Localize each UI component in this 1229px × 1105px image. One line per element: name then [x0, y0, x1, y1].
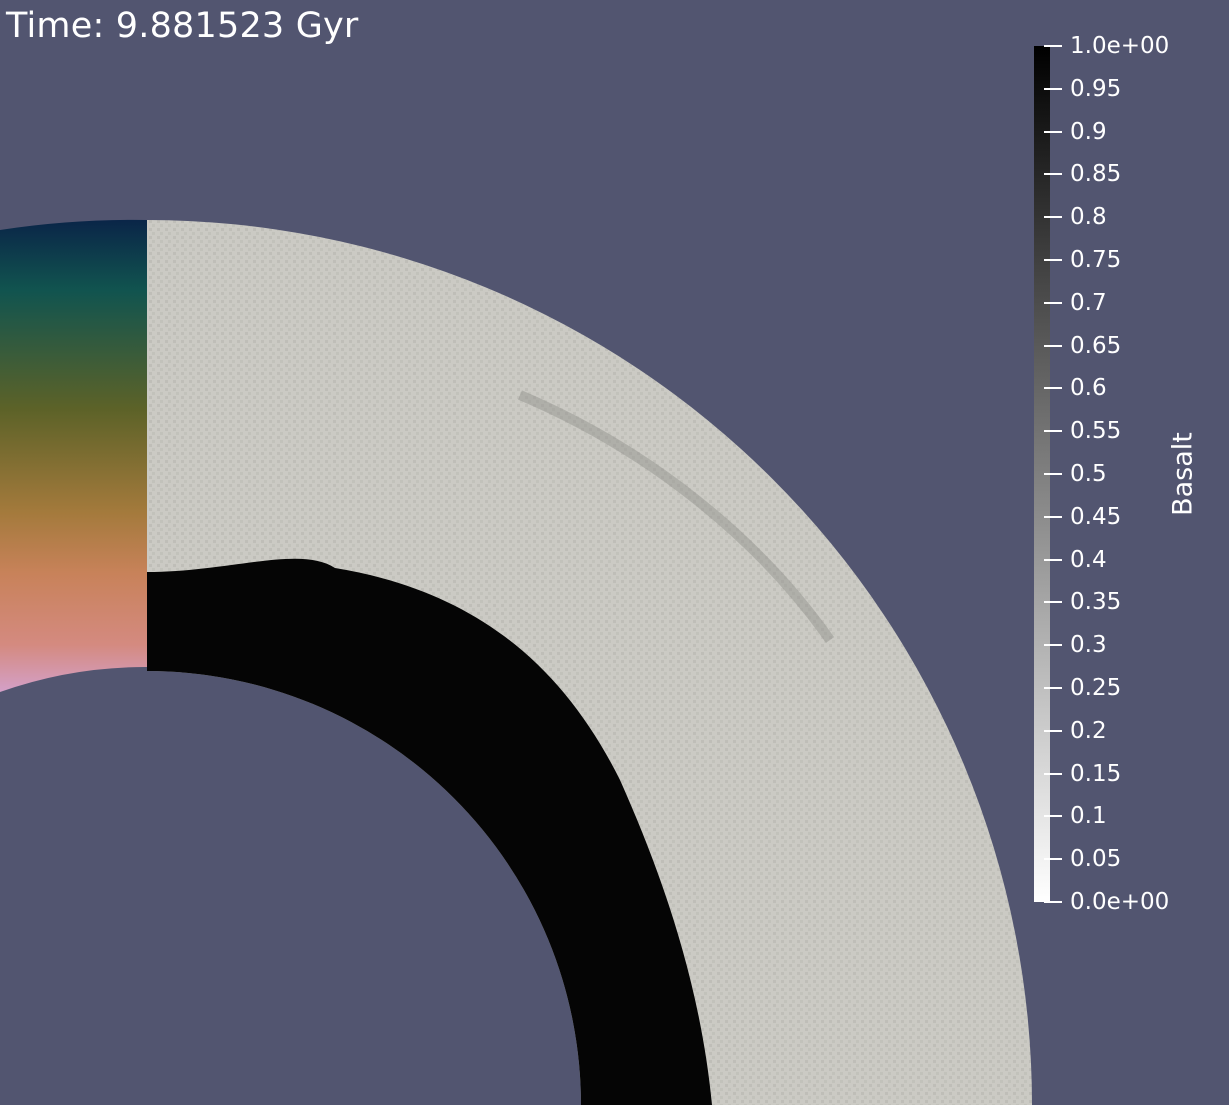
colorbar-tick-label: 1.0e+00: [1070, 33, 1170, 59]
colorbar-tick-label: 0.9: [1070, 118, 1107, 145]
colorbar-tick-label: 0.55: [1070, 418, 1122, 445]
colorbar-tick-label: 0.0e+00: [1070, 889, 1170, 915]
colorbar-tick-label: 0.95: [1070, 75, 1122, 102]
depth-strip: [0, 219, 147, 693]
colorbar-tick-mark: [1044, 473, 1062, 475]
colorbar-tick-mark: [1044, 259, 1062, 261]
time-label: Time: 9.881523 Gyr: [6, 6, 359, 46]
colorbar-tick-label: 0.6: [1070, 375, 1107, 402]
colorbar-tick-label: 0.15: [1070, 760, 1122, 787]
colorbar-tick-label: 0.1: [1070, 803, 1107, 830]
colorbar-tick-mark: [1044, 430, 1062, 433]
colorbar-tick-label: 0.65: [1070, 332, 1122, 359]
colorbar-title: Basalt: [1167, 432, 1199, 516]
colorbar-tick-mark: [1044, 815, 1062, 818]
colorbar-tick-label: 0.3: [1070, 632, 1107, 659]
colorbar-tick-label: 0.2: [1070, 717, 1107, 744]
colorbar-tick-mark: [1044, 344, 1062, 347]
colorbar-tick-mark: [1044, 216, 1062, 219]
colorbar-tick-mark: [1044, 173, 1062, 176]
colorbar-tick-label: 0.75: [1070, 247, 1122, 273]
colorbar-tick-label: 0.85: [1070, 161, 1122, 188]
colorbar-tick-mark: [1044, 644, 1062, 647]
colorbar-tick-mark: [1044, 687, 1062, 689]
colorbar-tick-mark: [1044, 729, 1062, 732]
colorbar-tick-label: 0.8: [1070, 204, 1107, 231]
basalt-layer: [147, 558, 712, 1105]
colorbar-tick-mark: [1044, 858, 1062, 861]
colorbar-tick-mark: [1044, 601, 1062, 604]
mantle-gray-band: [518, 390, 835, 643]
colorbar-tick-mark: [1044, 45, 1062, 47]
colorbar-tick-label: 0.7: [1070, 289, 1107, 316]
colorbar-tick-mark: [1044, 130, 1062, 133]
mantle-annulus: [147, 220, 1032, 1105]
colorbar-tick-label: 0.4: [1070, 546, 1107, 573]
colorbar-tick-mark: [1044, 87, 1062, 90]
colorbar-tick-mark: [1044, 558, 1062, 561]
colorbar-tick-mark: [1044, 387, 1062, 390]
colorbar-tick-label: 0.35: [1070, 589, 1122, 616]
colorbar-tick-label: 0.45: [1070, 503, 1122, 530]
colorbar-tick-label: 0.05: [1070, 846, 1122, 873]
colorbar-tick-label: 0.25: [1070, 675, 1122, 701]
colorbar-tick-mark: [1044, 515, 1062, 518]
colorbar-tick-mark: [1044, 301, 1062, 304]
colorbar-tick-mark: [1044, 901, 1062, 903]
colorbar-tick-label: 0.5: [1070, 461, 1107, 487]
colorbar-tick-mark: [1044, 772, 1062, 775]
